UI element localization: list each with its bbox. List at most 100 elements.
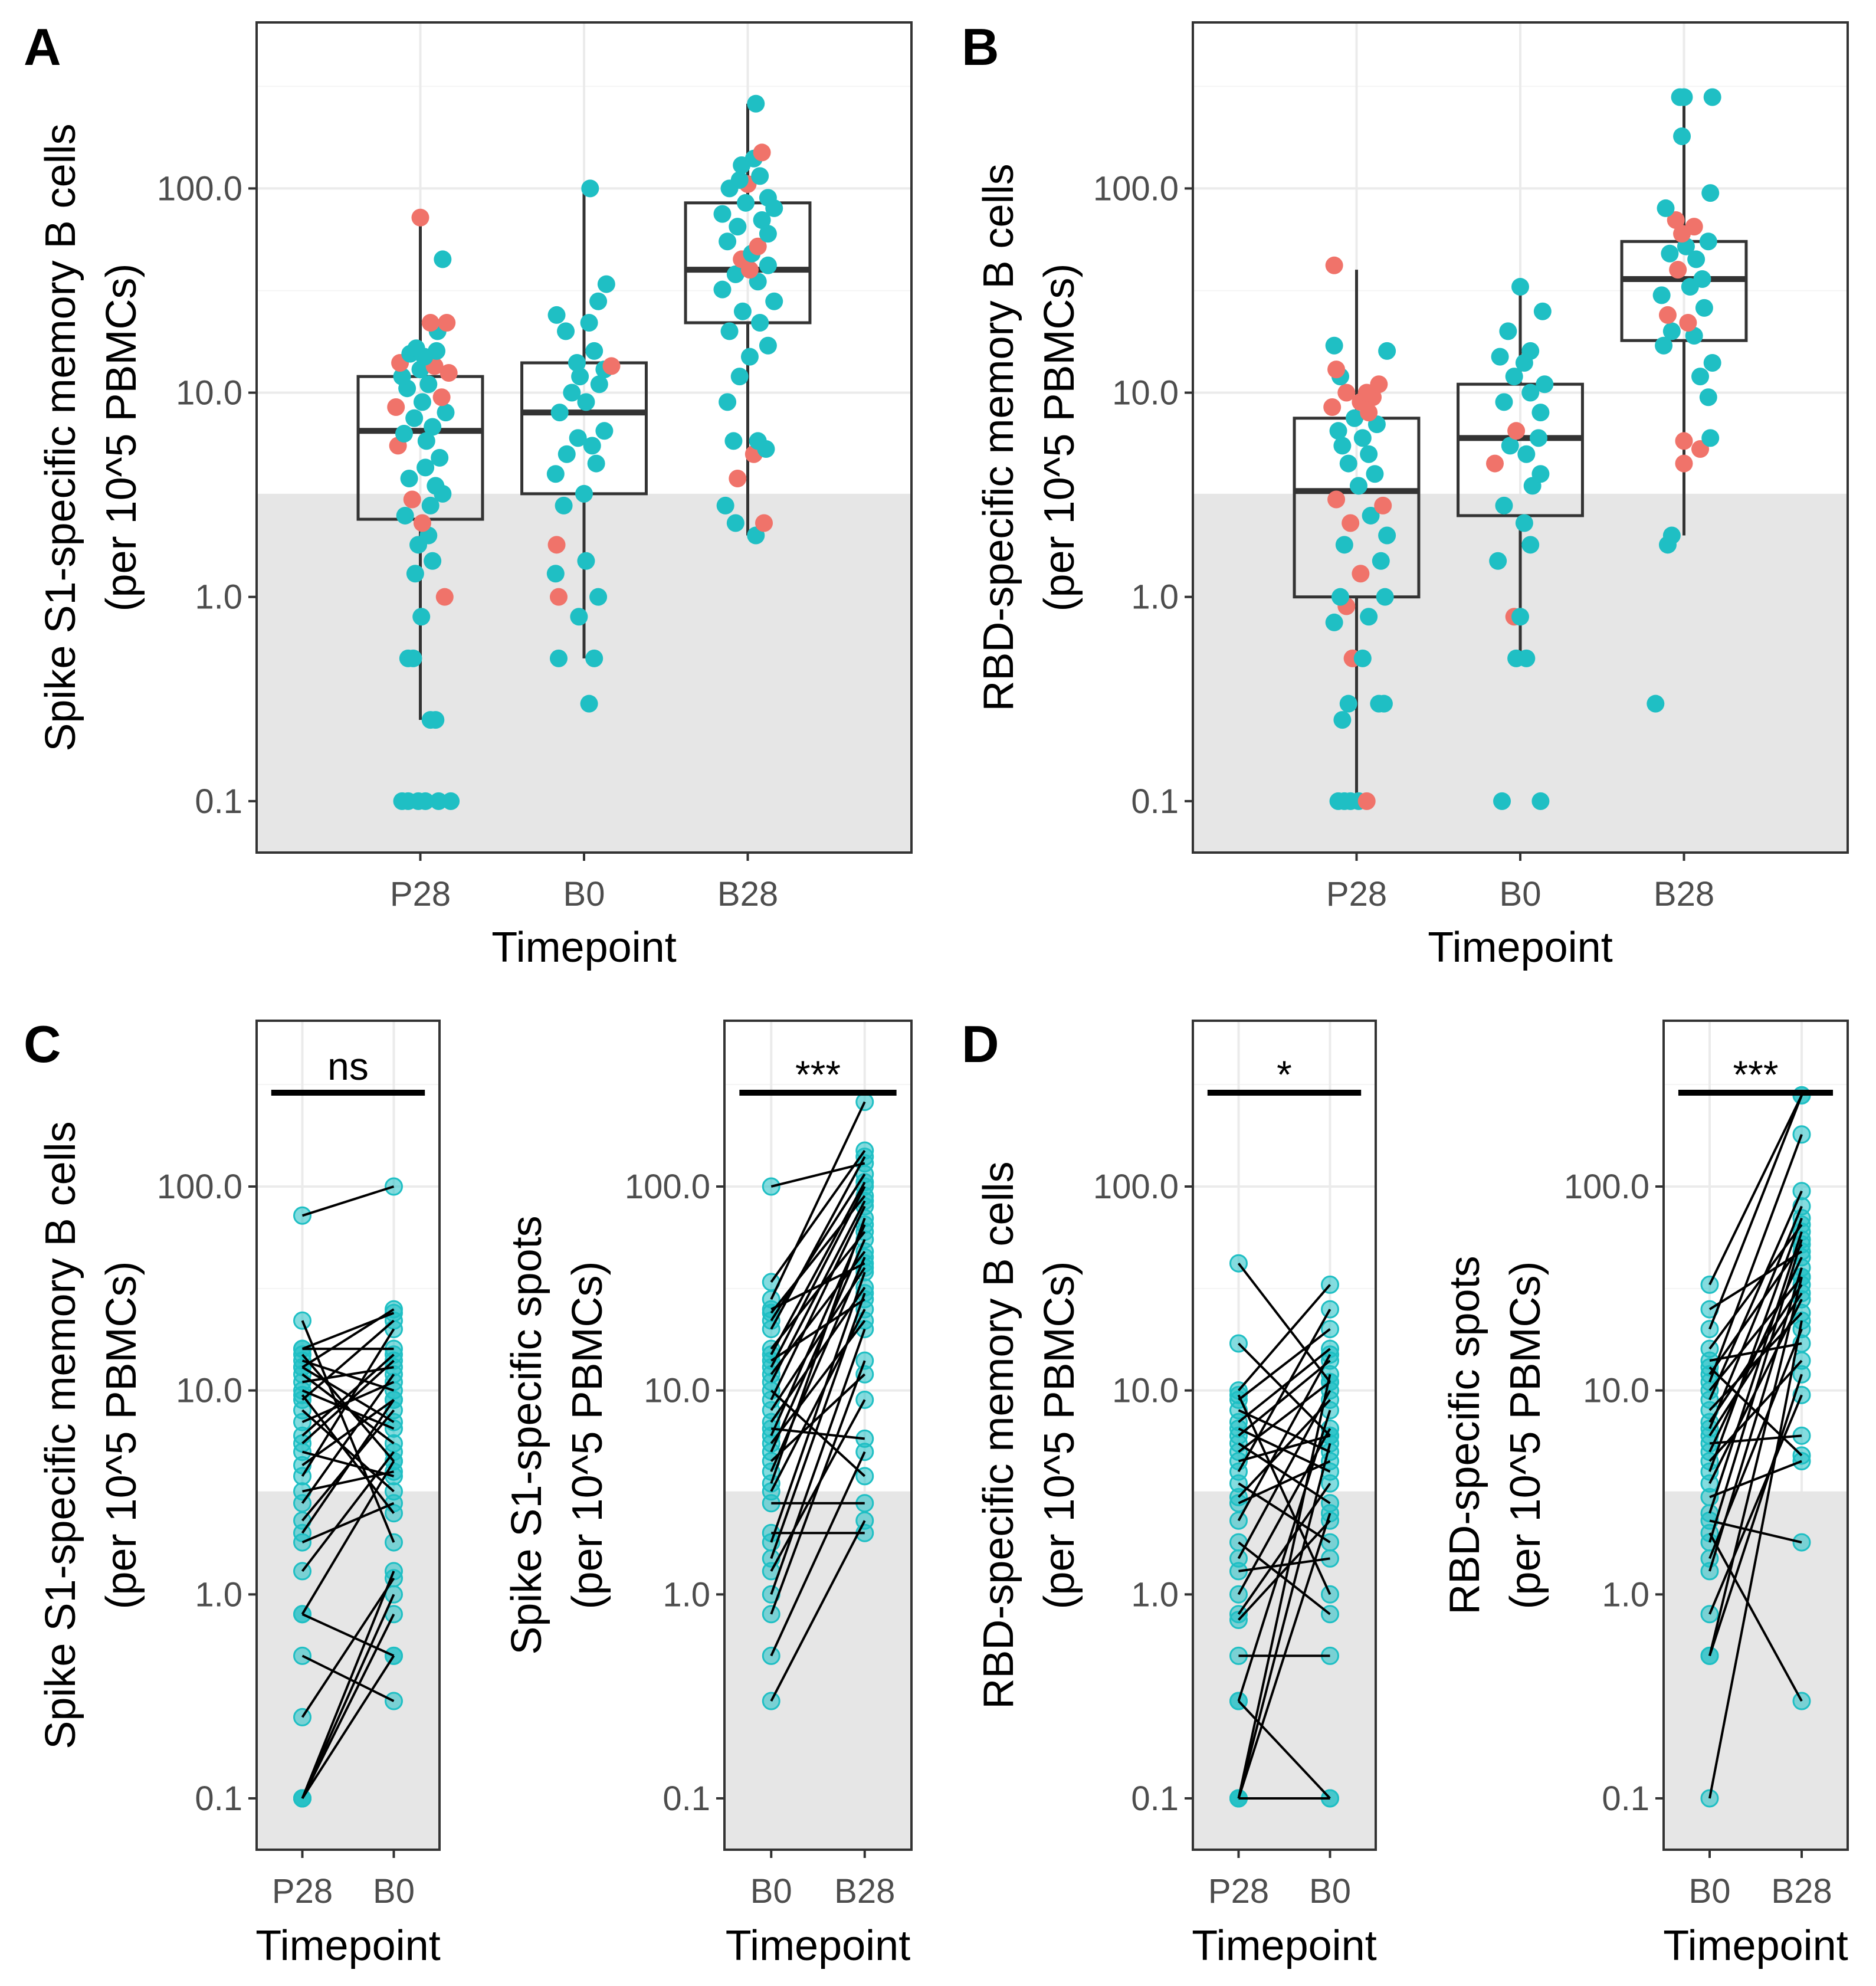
data-point [431,448,449,467]
data-point [549,649,568,667]
data-point [759,225,777,243]
pair-line [1708,1190,1803,1401]
pair-line [1708,1532,1803,1702]
data-point [427,711,445,729]
data-point [595,422,614,440]
data-point [424,418,442,436]
data-point [440,363,458,382]
x-tick-label: B0 [563,875,605,913]
x-tick-label: B28 [834,1872,895,1910]
data-point [1667,211,1685,230]
data-point [751,167,769,185]
y-axis-subtitle: (per 10^5 PBMCs) [98,264,145,612]
data-point [547,536,566,554]
panel-border [1662,1020,1849,1851]
data-point [749,432,767,450]
y-tick-label: 0.1 [195,1779,242,1818]
data-point [747,94,765,113]
data-point [1661,244,1679,263]
pair-line [301,1655,395,1800]
data-point [419,375,438,394]
x-tick-label: P28 [1208,1872,1269,1910]
data-point [1325,336,1343,355]
data-point [1675,454,1693,473]
y-axis-subtitle: (per 10^5 PBMCs) [564,1261,611,1610]
data-point [1652,286,1671,304]
y-tick-label: 10.0 [176,1372,242,1410]
pair-line [301,1613,395,1799]
data-point [1329,422,1347,440]
significance-label: *** [1733,1053,1778,1096]
y-tick-label: 10.0 [1583,1372,1649,1410]
data-point [1489,552,1507,570]
data-point [1327,361,1346,379]
pair-line [302,1470,394,1493]
threshold-shade [1664,1491,1848,1850]
x-tick-label: B0 [373,1872,415,1910]
data-point [1323,398,1342,416]
pair-line [1237,1284,1331,1391]
data-point [580,694,598,713]
data-point [570,608,588,626]
x-axis-title: Timepoint [255,1922,440,1969]
data-point [1370,375,1388,394]
x-tick-label: B28 [717,875,778,913]
data-point [733,302,752,320]
data-point [1339,694,1357,713]
data-point [1362,506,1380,525]
data-point [1360,445,1378,463]
threshold-shade [1193,1491,1376,1850]
data-point [438,314,456,332]
data-point [1378,342,1396,360]
y-axis-title: RBD-specific memory B cells [975,163,1022,711]
y-tick-label: 0.1 [662,1779,710,1818]
pair-line [1708,1276,1803,1656]
data-point [407,339,425,358]
data-point [421,496,440,514]
pair-line [770,1328,866,1595]
data-point [1493,792,1511,810]
data-point [406,565,424,583]
data-point [546,565,565,583]
data-point [557,445,576,463]
pair-line [1708,1320,1803,1799]
y-tick-label: 1.0 [662,1575,710,1614]
y-tick-label: 100.0 [625,1168,710,1206]
pair-line [1708,1243,1803,1375]
pair-line [301,1359,395,1392]
y-tick-label: 10.0 [1112,1372,1179,1410]
pair-line [1709,1519,1802,1544]
data-point [1349,477,1367,495]
data-point [1657,199,1675,217]
pair-line [770,1195,866,1314]
x-axis-title: Timepoint [491,924,676,971]
data-point [729,469,747,487]
pair-line [770,1451,866,1657]
pair-line [1708,1366,1803,1457]
data-point [759,256,777,274]
data-point [1357,792,1376,810]
data-point [720,322,739,340]
data-point [1658,306,1677,324]
data-point [546,465,565,483]
data-point [1533,302,1552,320]
data-point [416,792,435,810]
y-tick-label: 100.0 [1093,1168,1179,1206]
data-point [589,292,608,310]
pair-line [1237,1410,1331,1702]
pair-line [1708,1276,1803,1391]
data-point [575,484,593,503]
data-point [1515,514,1533,532]
data-point [1501,437,1519,455]
data-point [1675,432,1693,450]
x-axis-title: Timepoint [1663,1922,1848,1969]
data-point [437,404,455,422]
data-point [1505,368,1523,386]
pair-line [770,1205,866,1401]
pair-line [770,1267,866,1411]
data-point [589,588,608,606]
data-point [1327,490,1346,509]
y-tick-label: 10.0 [644,1372,710,1410]
data-point [393,368,411,386]
